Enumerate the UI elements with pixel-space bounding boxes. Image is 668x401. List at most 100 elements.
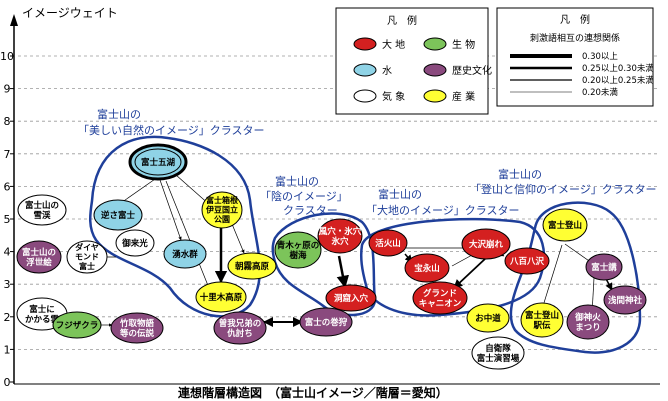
y-tick-label: 8 [4,115,11,128]
node-osawa: 大沢崩れ [461,228,511,260]
node-label: 伊豆国立 [205,205,238,215]
node-label: モンド [75,253,99,262]
node-fujigoko: 富士五湖 [128,143,188,181]
node-ellipse [504,247,550,275]
node-ellipse [368,229,408,257]
y-tick-label: 5 [4,213,11,226]
node-yusuigun: 湧水群 [163,239,207,269]
node-label: 富士五湖 [141,157,176,168]
legend-category-item: 産 業 [423,89,475,103]
node-label: 仇討ち [227,328,253,339]
node-sakasafuji: 逆さ富士 [93,199,143,231]
legend-relation-item: 0.25以上0.30未満 [510,63,654,74]
node-label: 洞窟入穴 [334,293,369,304]
node-label: 浅間神社 [608,295,643,306]
node-ellipse [201,191,243,229]
legend-swatch [353,89,377,103]
legend-relations-title: 凡 例 [560,13,590,26]
y-axis-title: イメージウェイト [22,6,118,20]
node-makigari: 富士の巻狩 [299,307,353,337]
y-tick-label: 2 [4,311,11,324]
node-goraikou: 御来光 [115,229,155,257]
node-label: 雪渓 [33,210,51,221]
y-tick-label: 7 [4,148,11,161]
node-ellipse [566,304,610,340]
node-ellipse [412,281,468,315]
node-label: 自衛隊 [485,343,511,354]
node-ellipse [542,208,588,242]
node-label: 等の伝説 [119,328,155,339]
node-label: 湧水群 [172,249,198,260]
node-label: 風穴・氷穴 [319,226,362,237]
cluster-label-4-line1: 富士山の [498,167,542,181]
legend-relation-label: 0.20未満 [582,87,618,98]
legend-category-label: 気 象 [382,90,405,103]
cluster-label-4-line2: 「登山と信仰のイメージ」クラスター [470,182,657,196]
node-tozan: 富士登山 [542,208,588,242]
legend-relation-label: 0.25以上0.30未満 [582,63,654,74]
node-label: キャニオン [419,299,462,309]
node-ellipse [213,311,267,345]
node-ellipse [93,199,143,231]
legend-category-label: 水 [382,65,392,77]
legend-relation-label: 0.30以上 [582,52,618,62]
node-label: 竹取物語 [119,318,155,329]
node-ellipse [471,336,525,370]
node-ellipse [52,311,102,339]
node-label: 富士の巻狩 [305,317,348,328]
legend-swatch [423,89,447,103]
node-fujizakura: フジザクラ [52,311,102,339]
node-ellipse [17,194,67,226]
node-label: 樹海 [289,250,307,261]
cluster-label-1-line2: 「美しい自然のイメージ」クラスター [78,123,265,137]
legend-swatch [423,63,447,77]
node-dokutsu: 洞窟入穴 [325,284,377,312]
node-label: かかる雲 [25,314,60,325]
y-tick-label: 3 [4,278,11,291]
cluster-labels: 富士山の 「美しい自然のイメージ」クラスター 富士山の 「陰のイメージ」 クラス… [78,107,657,217]
node-ellipse [603,285,647,315]
node-label: 十里木高原 [200,292,243,303]
cluster-label-2-line2: 「陰のイメージ」 [260,189,348,203]
node-label: 青木ヶ原の [277,240,320,251]
node-label: 富士箱根 [206,195,238,205]
node-jumokuhara: 十里木高原 [195,281,247,313]
node-ellipse [163,239,207,269]
legend-category-item: 水 [353,63,392,77]
legend-category-item: 気 象 [353,89,405,103]
y-tick-label: 9 [4,83,11,96]
node-label: 富士に [29,304,55,315]
node-label: フジザクラ [56,320,99,331]
node-label: 富士演習場 [477,353,520,364]
node-label: 朝霧高原 [235,261,270,272]
legend-relations-subtitle: 刺激語相互の連想関係 [530,32,620,44]
node-hoeizan: 宝永山 [404,253,450,283]
node-label: 富士山の [25,200,59,211]
y-tick-label: 6 [4,180,11,193]
y-tick-label: 4 [4,246,11,259]
legend-category-label: 歴史文化 [452,64,492,77]
node-label: 富士山の [22,247,56,258]
node-label: 八百八沢 [509,256,545,267]
legend-relation-item: 0.20以上0.25未満 [510,75,654,86]
node-ellipse [115,229,155,257]
y-tick-label: 1 [4,343,11,356]
node-label: 御神火 [574,312,601,323]
node-ellipse [66,240,108,274]
cluster-outline-earth [359,217,546,317]
node-ellipse [195,281,247,313]
legend-swatch [423,37,447,51]
node-sengen: 浅間神社 [603,285,647,315]
node-inner-ring [134,148,182,176]
node-ellipse [520,302,564,338]
